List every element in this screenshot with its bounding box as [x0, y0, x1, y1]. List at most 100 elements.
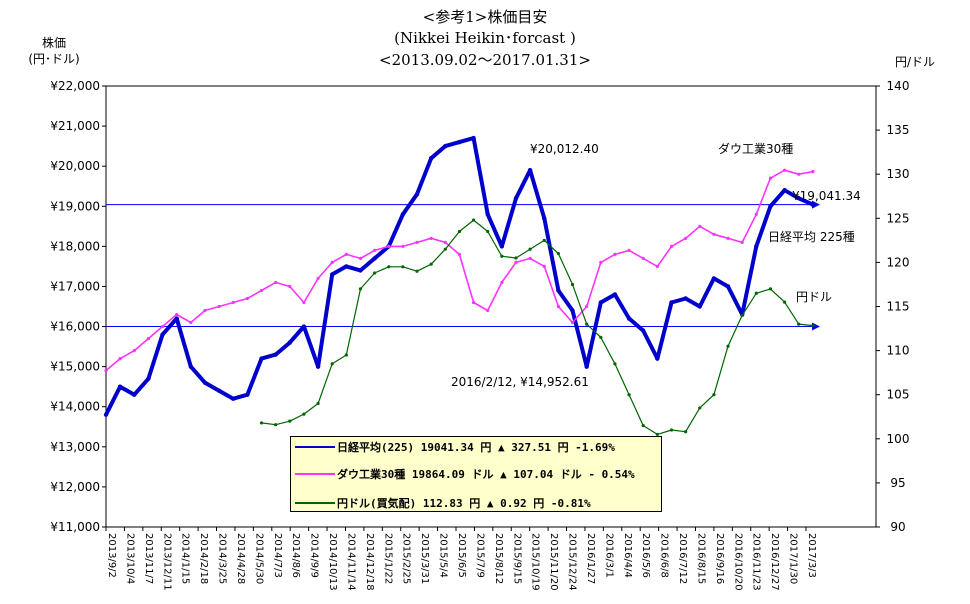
series-dow-point — [768, 176, 773, 180]
left-axis-tick-label: ¥14,000 — [50, 400, 100, 414]
series-yen-line — [261, 219, 813, 435]
series-nikkei-point — [428, 155, 434, 161]
right-axis-tick-label: 110 — [887, 344, 910, 358]
x-axis-tick-label: 2013/11/7 — [143, 533, 154, 584]
series-nikkei-point — [188, 364, 194, 369]
series-dow-point — [288, 284, 292, 289]
series-yen-point — [330, 362, 334, 366]
series-nikkei-point — [358, 268, 363, 273]
x-axis-tick-label: 2016/1/27 — [585, 533, 596, 584]
x-axis-tick-label: 2017/1/30 — [788, 533, 799, 584]
right-axis-tick-label: 130 — [887, 167, 910, 181]
x-axis-tick-label: 2014/12/18 — [364, 533, 375, 591]
series-nikkei-point — [160, 332, 165, 337]
series-nikkei-point — [768, 204, 773, 209]
series-nikkei-point — [754, 244, 759, 249]
series-nikkei-point — [301, 324, 307, 329]
series-yen-point — [486, 229, 490, 234]
series-dow-point — [344, 252, 348, 256]
series-dow-point — [514, 260, 518, 264]
series-nikkei-point — [174, 316, 179, 321]
series-dow-point — [500, 280, 504, 285]
series-nikkei-point — [457, 139, 462, 145]
series-nikkei-point — [626, 316, 632, 321]
series-dow-point — [556, 304, 560, 309]
series-dow-point — [274, 280, 278, 285]
series-yen-point — [542, 238, 546, 242]
series-dow-point — [528, 256, 532, 260]
series-nikkei-point — [117, 384, 123, 389]
series-dow-point — [373, 248, 377, 252]
series-yen-point — [684, 430, 688, 434]
x-axis-tick-label: 2016/5/6 — [640, 533, 651, 578]
annotation-nikkei-label: 日経平均 225種 — [768, 230, 855, 244]
right-axis-tick-label: 140 — [887, 79, 910, 93]
legend-key-yen — [295, 497, 335, 509]
series-yen-point — [613, 362, 617, 366]
left-axis-tick-label: ¥12,000 — [50, 480, 100, 494]
series-dow-point — [782, 168, 787, 172]
right-axis-tick-label: 135 — [887, 123, 910, 137]
legend-text-nikkei: 日経平均(225) 19041.34 円 ▲ 327.51 円 -1.69% — [337, 441, 615, 454]
series-yen-point — [627, 393, 631, 397]
series-nikkei-point — [259, 356, 264, 361]
series-nikkei-point — [329, 272, 335, 277]
series-dow-point — [486, 308, 490, 313]
series-nikkei-point — [697, 304, 702, 309]
series-dow-point — [203, 308, 207, 313]
series-yen-point — [259, 421, 264, 425]
series-dow-point — [401, 244, 405, 248]
series-yen-point — [358, 287, 363, 291]
left-axis-tick-label: ¥13,000 — [50, 440, 100, 454]
series-dow-point — [330, 260, 334, 264]
series-dow-point — [570, 320, 575, 325]
series-dow-point — [118, 357, 122, 361]
series-nikkei-point — [542, 216, 547, 221]
series-dow-point — [669, 244, 674, 248]
series-nikkei-point — [810, 202, 816, 207]
series-yen-point — [471, 218, 476, 222]
series-dow-point — [684, 236, 688, 240]
right-axis-tick-label: 120 — [887, 255, 910, 269]
series-nikkei-point — [372, 256, 377, 261]
x-axis-tick-label: 2015/9/15 — [511, 533, 522, 584]
right-axis-tick-label: 115 — [887, 300, 910, 314]
series-dow-point — [429, 236, 433, 240]
annotation-nikkei-value-label: ¥19,041.34 — [792, 189, 861, 203]
x-axis-tick-label: 2015/1/22 — [382, 533, 393, 584]
series-dow-point — [585, 304, 589, 309]
series-dow-point — [415, 240, 419, 244]
series-dow-point — [358, 256, 363, 260]
left-axis-tick-label: ¥20,000 — [50, 159, 100, 173]
series-dow-point — [316, 276, 320, 281]
x-axis-tick-label: 2014/2/18 — [198, 533, 209, 584]
x-axis-tick-label: 2014/4/28 — [235, 533, 246, 584]
legend-key-nikkei — [295, 441, 335, 453]
series-dow-point — [175, 312, 179, 317]
x-axis-tick-label: 2014/1/15 — [180, 533, 191, 584]
x-axis-tick-label: 2014/9/9 — [309, 533, 320, 578]
series-dow-point — [160, 324, 165, 329]
legend-item-nikkei: 日経平均(225) 19041.34 円 ▲ 327.51 円 -1.69% — [295, 441, 657, 454]
series-nikkei-point — [598, 300, 604, 305]
series-dow-point — [613, 252, 617, 256]
left-axis-title-line-2: (円･ドル) — [28, 52, 80, 66]
annotation-yen-label: 円ドル — [796, 290, 832, 304]
reference-line-arrow — [812, 200, 820, 209]
series-nikkei-point — [443, 143, 448, 149]
x-axis-tick-label: 2016/12/27 — [769, 533, 780, 591]
series-nikkei-point — [655, 356, 660, 361]
series-yen-point — [726, 344, 730, 348]
series-yen-point — [373, 271, 377, 275]
x-axis-tick-label: 2016/9/16 — [714, 533, 725, 584]
series-nikkei-point — [400, 212, 406, 217]
x-axis-tick-label: 2014/10/13 — [327, 533, 338, 591]
series-yen-point — [585, 322, 589, 326]
x-axis-tick-label: 2015/6/5 — [456, 533, 467, 578]
series-dow-point — [754, 212, 758, 216]
legend-key-dow — [295, 468, 335, 480]
series-nikkei-point — [556, 288, 561, 293]
legend-text-yen: 円ドル(買気配) 112.83 円 ▲ 0.92 円 -0.81% — [337, 497, 591, 510]
x-axis-tick-label: 2015/7/9 — [474, 533, 485, 578]
series-yen-point — [599, 335, 603, 339]
